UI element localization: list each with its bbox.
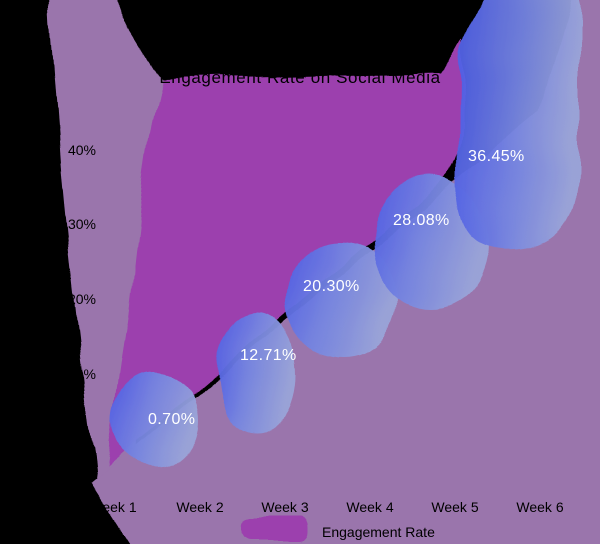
chart-title: Engagement Rate on Social Media — [159, 68, 440, 87]
x-tick-6: Week 6 — [516, 499, 563, 515]
x-tick-3: Week 3 — [261, 499, 308, 515]
bar-blob-week4[interactable] — [285, 243, 397, 359]
value-label-2: 12.71% — [240, 347, 297, 364]
value-labels-group: 0.70% 12.71% 20.30% 28.08% 36.45% — [148, 148, 525, 428]
x-tick-1: Week 1 — [89, 499, 136, 515]
y-tick-10: 10% — [68, 366, 96, 382]
legend-label[interactable]: Engagement Rate — [322, 524, 435, 540]
bar-blob-week6[interactable] — [457, 0, 579, 249]
x-tick-2: Week 2 — [176, 499, 223, 515]
value-label-5: 36.45% — [468, 148, 525, 165]
legend[interactable]: Engagement Rate — [240, 519, 435, 541]
magenta-triangle — [107, 38, 462, 467]
background-decor-group — [50, 0, 600, 544]
legend-swatch[interactable] — [240, 519, 312, 541]
y-tick-20: 20% — [68, 291, 96, 307]
y-tick-40: 40% — [68, 142, 96, 158]
mauve-ribbon-bottom-right — [91, 0, 600, 544]
x-axis-tick-labels: Week 1 Week 2 Week 3 Week 4 Week 5 Week … — [89, 499, 563, 515]
bar-series-group — [113, 0, 579, 466]
bar-blob-week3[interactable] — [217, 313, 297, 433]
y-axis-tick-labels: 40% 30% 20% 10% 0% — [68, 142, 96, 455]
value-label-3: 20.30% — [303, 278, 360, 295]
y-tick-30: 30% — [68, 216, 96, 232]
bar-blob-week2[interactable] — [113, 374, 197, 466]
y-tick-0: 0% — [76, 439, 96, 455]
x-tick-4: Week 4 — [346, 499, 393, 515]
value-label-1: 0.70% — [148, 411, 195, 428]
value-label-4: 28.08% — [393, 212, 450, 229]
x-tick-5: Week 5 — [431, 499, 478, 515]
bar-blob-week5[interactable] — [372, 177, 488, 309]
